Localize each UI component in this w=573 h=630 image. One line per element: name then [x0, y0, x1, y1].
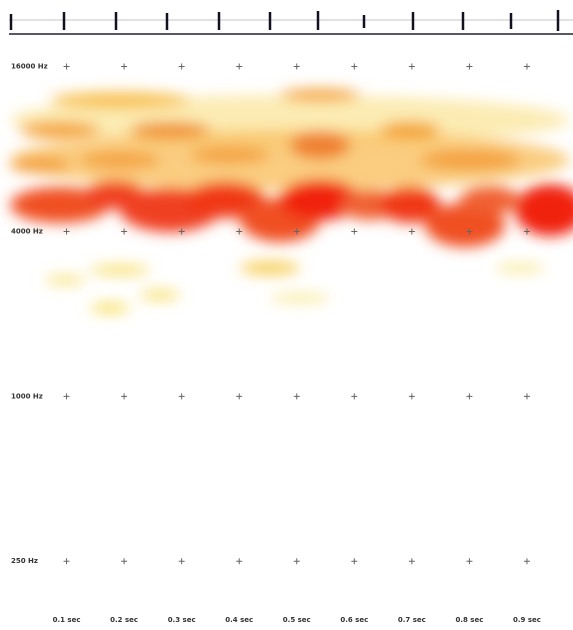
x-tick-label: 0.6 sec — [340, 616, 368, 624]
grid-cross — [408, 63, 415, 70]
grid-cross — [293, 393, 300, 400]
grid-cross — [121, 558, 128, 565]
grid-cross — [351, 63, 358, 70]
x-tick-label: 0.1 sec — [53, 616, 81, 624]
grid-cross — [178, 228, 185, 235]
grid-cross — [63, 63, 70, 70]
grid-cross — [466, 393, 473, 400]
axes: 16000 Hz 4000 Hz 1000 Hz 250 Hz 0.1 sec 0.2 s… — [11, 63, 541, 624]
grid-cross — [121, 63, 128, 70]
x-tick-label: 0.9 sec — [513, 616, 541, 624]
x-tick-label: 0.4 sec — [225, 616, 253, 624]
grid-cross — [408, 228, 415, 235]
x-tick-label: 0.5 sec — [283, 616, 311, 624]
grid-cross — [466, 63, 473, 70]
x-tick-label: 0.3 sec — [168, 616, 196, 624]
grid-cross — [351, 393, 358, 400]
x-tick-label: 0.8 sec — [455, 616, 483, 624]
grid-cross — [63, 558, 70, 565]
grid-cross — [523, 63, 530, 70]
heat-blobs — [10, 89, 573, 313]
y-tick-label: 16000 Hz — [11, 63, 48, 71]
grid-cross — [523, 393, 530, 400]
grid-cross — [523, 558, 530, 565]
grid-cross — [293, 63, 300, 70]
grid-cross — [351, 558, 358, 565]
grid-cross — [236, 558, 243, 565]
y-tick-label: 1000 Hz — [11, 392, 43, 400]
grid-cross — [121, 393, 128, 400]
grid-cross — [351, 228, 358, 235]
grid-cross — [236, 393, 243, 400]
y-tick-label: 250 Hz — [11, 557, 38, 565]
grid-cross — [63, 228, 70, 235]
grid-cross — [293, 558, 300, 565]
grid-cross — [178, 393, 185, 400]
grid-cross — [523, 228, 530, 235]
grid-cross — [121, 228, 128, 235]
grid-cross — [293, 228, 300, 235]
grid-cross — [408, 393, 415, 400]
grid-cross — [236, 63, 243, 70]
y-tick-label: 4000 Hz — [11, 227, 43, 235]
grid-cross — [63, 393, 70, 400]
grid-cross — [466, 228, 473, 235]
waveform — [9, 10, 573, 35]
grid-cross — [408, 558, 415, 565]
grid-cross — [178, 558, 185, 565]
grid-cross — [178, 63, 185, 70]
x-tick-label: 0.2 sec — [110, 616, 138, 624]
grid-cross — [466, 558, 473, 565]
grid-cross — [236, 228, 243, 235]
x-tick-label: 0.7 sec — [398, 616, 426, 624]
